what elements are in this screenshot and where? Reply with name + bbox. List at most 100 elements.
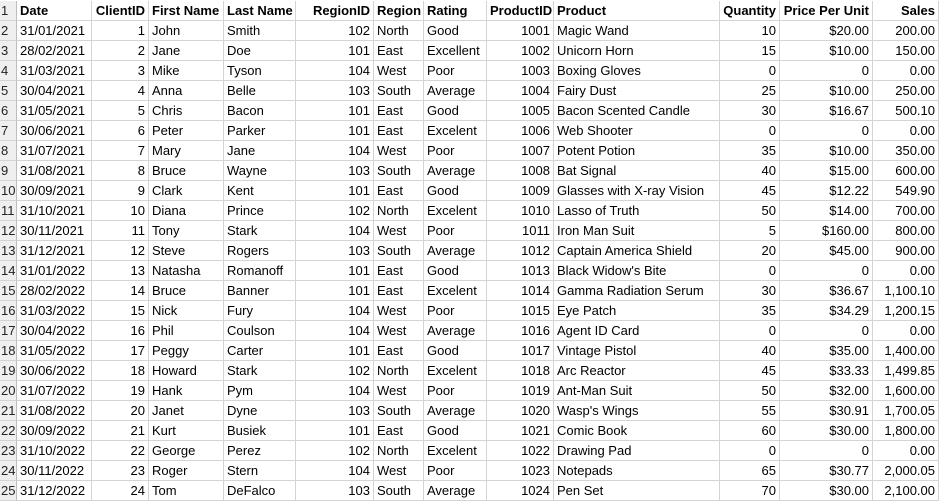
cell-client-id[interactable]: 20 [92,401,149,421]
cell-first-name[interactable]: Nick [149,301,224,321]
cell-quantity[interactable]: 50 [720,201,780,221]
cell-first-name[interactable]: Jane [149,41,224,61]
cell-last-name[interactable]: Stern [224,461,296,481]
cell-region[interactable]: East [374,421,424,441]
cell-product-id[interactable]: 1004 [487,81,554,101]
cell-date[interactable]: 30/11/2021 [17,221,92,241]
header-sales[interactable]: Sales [873,1,939,21]
cell-price-per-unit[interactable]: 0 [780,121,873,141]
cell-sales[interactable]: 500.10 [873,101,939,121]
header-price-per-unit[interactable]: Price Per Unit [780,1,873,21]
cell-rating[interactable]: Excelent [424,201,487,221]
cell-product[interactable]: Notepads [554,461,720,481]
cell-first-name[interactable]: Bruce [149,161,224,181]
cell-price-per-unit[interactable]: $20.00 [780,21,873,41]
cell-sales[interactable]: 800.00 [873,221,939,241]
cell-region[interactable]: East [374,181,424,201]
cell-product[interactable]: Comic Book [554,421,720,441]
cell-product-id[interactable]: 1008 [487,161,554,181]
row-number[interactable]: 17 [0,321,17,341]
cell-quantity[interactable]: 35 [720,141,780,161]
cell-region[interactable]: East [374,41,424,61]
cell-first-name[interactable]: Roger [149,461,224,481]
cell-product-id[interactable]: 1017 [487,341,554,361]
cell-product[interactable]: Magic Wand [554,21,720,41]
cell-rating[interactable]: Good [424,181,487,201]
cell-client-id[interactable]: 13 [92,261,149,281]
cell-first-name[interactable]: Janet [149,401,224,421]
cell-quantity[interactable]: 0 [720,441,780,461]
cell-date[interactable]: 28/02/2021 [17,41,92,61]
cell-sales[interactable]: 0.00 [873,261,939,281]
cell-last-name[interactable]: Doe [224,41,296,61]
cell-product-id[interactable]: 1014 [487,281,554,301]
cell-quantity[interactable]: 55 [720,401,780,421]
cell-region-id[interactable]: 103 [296,161,374,181]
cell-region-id[interactable]: 103 [296,81,374,101]
cell-last-name[interactable]: Smith [224,21,296,41]
cell-product[interactable]: Gamma Radiation Serum [554,281,720,301]
cell-quantity[interactable]: 30 [720,281,780,301]
cell-price-per-unit[interactable]: $10.00 [780,141,873,161]
cell-date[interactable]: 31/08/2021 [17,161,92,181]
cell-product[interactable]: Wasp's Wings [554,401,720,421]
header-quantity[interactable]: Quantity [720,1,780,21]
cell-quantity[interactable]: 40 [720,341,780,361]
cell-product-id[interactable]: 1006 [487,121,554,141]
row-number[interactable]: 12 [0,221,17,241]
cell-region[interactable]: East [374,261,424,281]
cell-product-id[interactable]: 1019 [487,381,554,401]
cell-region[interactable]: North [374,361,424,381]
cell-rating[interactable]: Poor [424,141,487,161]
row-number[interactable]: 10 [0,181,17,201]
cell-product[interactable]: Ant-Man Suit [554,381,720,401]
cell-quantity[interactable]: 35 [720,301,780,321]
row-number[interactable]: 9 [0,161,17,181]
cell-rating[interactable]: Average [424,161,487,181]
cell-product-id[interactable]: 1005 [487,101,554,121]
cell-client-id[interactable]: 15 [92,301,149,321]
cell-price-per-unit[interactable]: 0 [780,321,873,341]
cell-date[interactable]: 31/05/2021 [17,101,92,121]
row-number[interactable]: 22 [0,421,17,441]
cell-price-per-unit[interactable]: 0 [780,61,873,81]
cell-quantity[interactable]: 65 [720,461,780,481]
cell-client-id[interactable]: 12 [92,241,149,261]
row-number[interactable]: 14 [0,261,17,281]
header-date[interactable]: Date [17,1,92,21]
cell-client-id[interactable]: 5 [92,101,149,121]
row-number[interactable]: 23 [0,441,17,461]
cell-date[interactable]: 31/07/2021 [17,141,92,161]
cell-price-per-unit[interactable]: $160.00 [780,221,873,241]
cell-sales[interactable]: 0.00 [873,121,939,141]
cell-last-name[interactable]: Prince [224,201,296,221]
cell-first-name[interactable]: Peggy [149,341,224,361]
cell-sales[interactable]: 1,700.05 [873,401,939,421]
cell-quantity[interactable]: 45 [720,181,780,201]
cell-product[interactable]: Potent Potion [554,141,720,161]
cell-date[interactable]: 31/03/2022 [17,301,92,321]
cell-product-id[interactable]: 1003 [487,61,554,81]
cell-region-id[interactable]: 103 [296,241,374,261]
cell-product[interactable]: Captain America Shield [554,241,720,261]
cell-sales[interactable]: 700.00 [873,201,939,221]
cell-rating[interactable]: Good [424,261,487,281]
cell-region[interactable]: South [374,81,424,101]
cell-region[interactable]: South [374,401,424,421]
cell-region[interactable]: East [374,101,424,121]
cell-price-per-unit[interactable]: $30.77 [780,461,873,481]
header-region[interactable]: Region [374,1,424,21]
cell-region[interactable]: West [374,301,424,321]
cell-product-id[interactable]: 1015 [487,301,554,321]
cell-client-id[interactable]: 18 [92,361,149,381]
cell-price-per-unit[interactable]: $32.00 [780,381,873,401]
cell-date[interactable]: 30/09/2022 [17,421,92,441]
cell-first-name[interactable]: Mary [149,141,224,161]
cell-quantity[interactable]: 30 [720,101,780,121]
cell-rating[interactable]: Average [424,321,487,341]
cell-sales[interactable]: 600.00 [873,161,939,181]
cell-region[interactable]: West [374,221,424,241]
cell-quantity[interactable]: 70 [720,481,780,501]
cell-price-per-unit[interactable]: $16.67 [780,101,873,121]
header-region-id[interactable]: RegionID [296,1,374,21]
